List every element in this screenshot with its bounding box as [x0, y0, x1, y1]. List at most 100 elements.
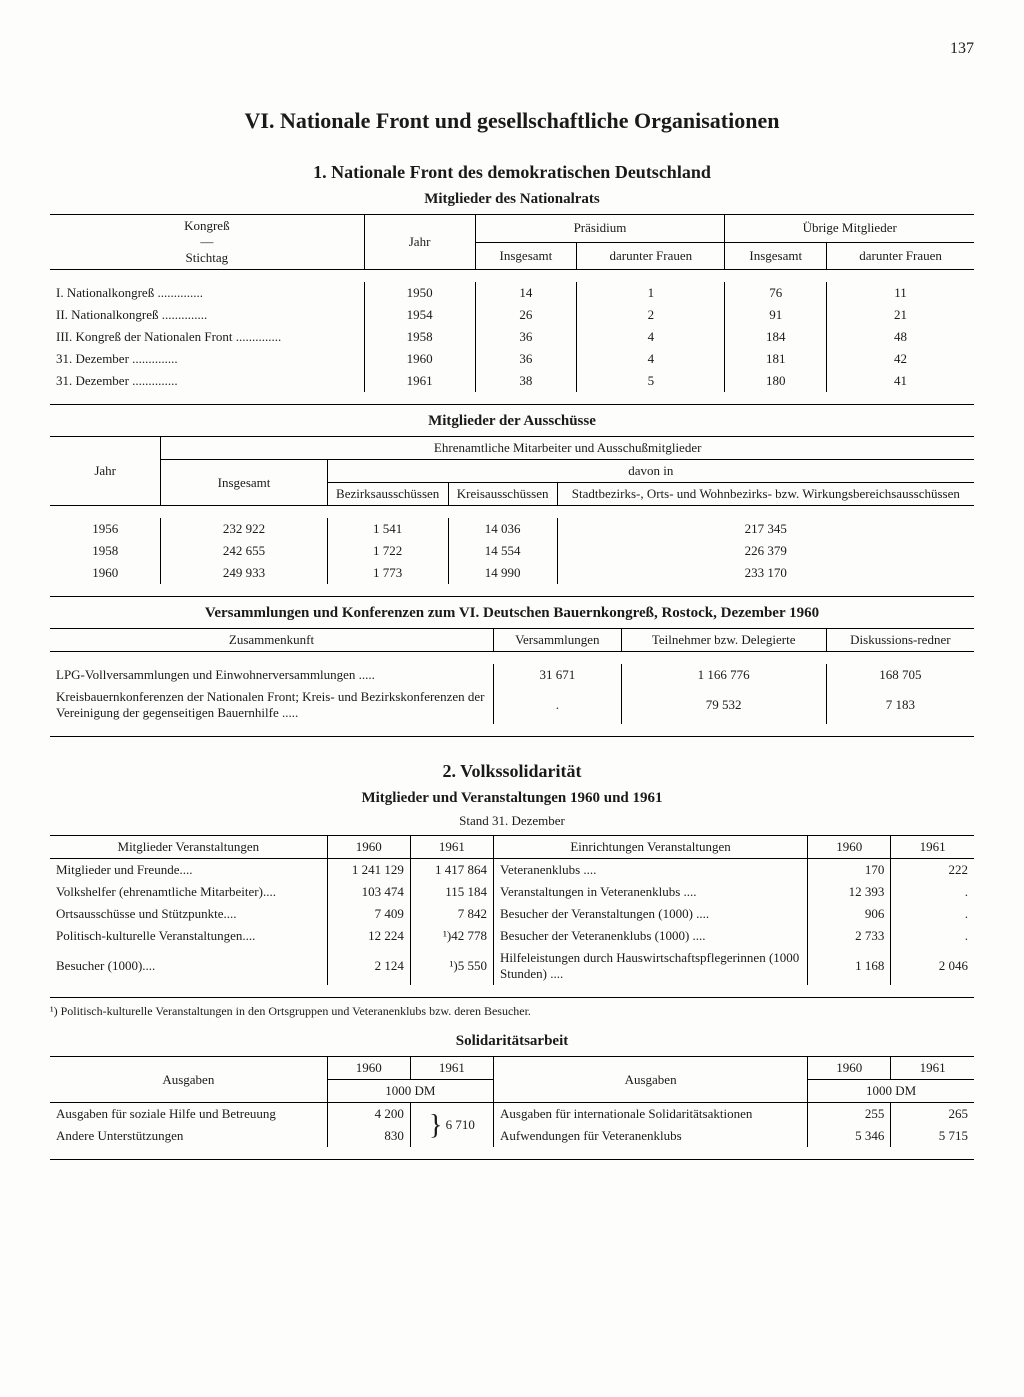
cell: 4	[577, 326, 725, 348]
cell: 1 722	[327, 540, 448, 562]
t3-title: Versammlungen und Konferenzen zum VI. De…	[50, 605, 974, 622]
sol-l1: Ausgaben für soziale Hilfe und Betreuung	[50, 1103, 327, 1126]
table-bauernkongress: Zusammenkunft Versammlungen Teilnehmer b…	[50, 628, 974, 737]
cell: 242 655	[161, 540, 327, 562]
table-nationalrat: Kongreß— Stichtag Jahr Präsidium Übrige …	[50, 214, 974, 405]
page-number: 137	[50, 40, 974, 58]
h-kongress: Kongreß	[184, 218, 230, 233]
cell: .	[494, 686, 622, 724]
table-row-label: II. Nationalkongreß ..............	[50, 304, 364, 326]
cell: 1961	[364, 370, 475, 392]
cell: 14 554	[448, 540, 557, 562]
t2-title: Mitglieder der Ausschüsse	[50, 413, 974, 430]
h3-c3: Teilnehmer bzw. Delegierte	[621, 629, 826, 652]
h2-top: Ehrenamtliche Mitarbeiter und Ausschußmi…	[161, 437, 974, 460]
cell: 103 474	[327, 881, 410, 903]
table-row-label: III. Kongreß der Nationalen Front ......…	[50, 326, 364, 348]
cell: 4	[577, 348, 725, 370]
s2h-left: Mitglieder Veranstaltungen	[50, 836, 327, 859]
cell: 1 241 129	[327, 859, 410, 882]
cell: 184	[725, 326, 827, 348]
cell: ¹)42 778	[410, 925, 493, 947]
cell: 41	[827, 370, 974, 392]
s2h-y2l: 1961	[410, 836, 493, 859]
h-jahr: Jahr	[364, 215, 475, 270]
cell: 2 124	[327, 947, 410, 985]
table-row-label: Veranstaltungen in Veteranenklubs ....	[494, 881, 808, 903]
h3-c1: Zusammenkunft	[50, 629, 494, 652]
cell: 249 933	[161, 562, 327, 584]
cell: 1958	[364, 326, 475, 348]
h-ins1: Insgesamt	[475, 242, 577, 270]
cell: 12 393	[808, 881, 891, 903]
cell: 7 842	[410, 903, 493, 925]
h-ins2: Insgesamt	[725, 242, 827, 270]
cell: .	[891, 925, 974, 947]
table-row-label: Mitglieder und Freunde....	[50, 859, 327, 882]
cell: 7 183	[826, 686, 974, 724]
section1-title: 1. Nationale Front des demokratischen De…	[50, 162, 974, 183]
h-dar1: darunter Frauen	[577, 242, 725, 270]
cell: 1 417 864	[410, 859, 493, 882]
cell: .	[891, 881, 974, 903]
table-row-label: Besucher (1000)....	[50, 947, 327, 985]
cell: 14	[475, 282, 577, 304]
cell: 91	[725, 304, 827, 326]
cell: 11	[827, 282, 974, 304]
footnote1: ¹) Politisch-kulturelle Veranstaltungen …	[50, 1004, 974, 1019]
cell: 180	[725, 370, 827, 392]
main-title: VI. Nationale Front und gesellschaftlich…	[50, 108, 974, 134]
s2t1-title: Mitglieder und Veranstaltungen 1960 und …	[50, 790, 974, 807]
section2-title: 2. Volkssolidarität	[50, 761, 974, 782]
s2t2-y1l: 1960	[327, 1057, 410, 1080]
h2-jahr: Jahr	[50, 437, 161, 506]
s2t2-h1: Ausgaben	[50, 1057, 327, 1103]
brace-val: 6 710	[446, 1117, 475, 1132]
h-dar2: darunter Frauen	[827, 242, 974, 270]
cell: .	[891, 903, 974, 925]
table-row-label: Hilfeleistungen durch Hauswirtschaftspfl…	[494, 947, 808, 985]
s2t1-sub: Stand 31. Dezember	[50, 813, 974, 829]
sol-l2a: 830	[327, 1125, 410, 1147]
cell: 906	[808, 903, 891, 925]
h2-ins: Insgesamt	[161, 460, 327, 506]
table-row-label: Besucher der Veteranenklubs (1000) ....	[494, 925, 808, 947]
sol-r1: Ausgaben für internationale Solidaritäts…	[494, 1103, 808, 1126]
cell: 1954	[364, 304, 475, 326]
cell: 36	[475, 326, 577, 348]
cell: 2 046	[891, 947, 974, 985]
sol-r1b: 265	[891, 1103, 974, 1126]
cell: 5	[577, 370, 725, 392]
cell: 233 170	[557, 562, 974, 584]
cell: 76	[725, 282, 827, 304]
s2h-y1l: 1960	[327, 836, 410, 859]
s2t2-y1r: 1960	[808, 1057, 891, 1080]
cell: 217 345	[557, 518, 974, 540]
sol-r2a: 5 346	[808, 1125, 891, 1147]
h-stichtag: Stichtag	[186, 250, 229, 265]
cell: 36	[475, 348, 577, 370]
brace-icon: }	[429, 1110, 442, 1141]
cell: 79 532	[621, 686, 826, 724]
cell: 2	[577, 304, 725, 326]
sol-l2: Andere Unterstützungen	[50, 1125, 327, 1147]
cell: 1956	[50, 518, 161, 540]
table-row-label: 31. Dezember ..............	[50, 370, 364, 392]
h3-c2: Versammlungen	[494, 629, 622, 652]
cell: 168 705	[826, 664, 974, 686]
cell: 2 733	[808, 925, 891, 947]
cell: 170	[808, 859, 891, 882]
s2t2-y2r: 1961	[891, 1057, 974, 1080]
table-row-label: Politisch-kulturelle Veranstaltungen....	[50, 925, 327, 947]
s2t2-y2l: 1961	[410, 1057, 493, 1080]
sol-r2: Aufwendungen für Veteranenklubs	[494, 1125, 808, 1147]
sol-r1a: 255	[808, 1103, 891, 1126]
table-volkssol: Mitglieder Veranstaltungen 1960 1961 Ein…	[50, 835, 974, 998]
cell: 1 773	[327, 562, 448, 584]
sol-r2b: 5 715	[891, 1125, 974, 1147]
table-row-label: I. Nationalkongreß ..............	[50, 282, 364, 304]
table-ausschuesse: Jahr Ehrenamtliche Mitarbeiter und Aussc…	[50, 436, 974, 597]
table-solidaritaet: Ausgaben 1960 1961 Ausgaben 1960 1961 10…	[50, 1056, 974, 1160]
cell: 115 184	[410, 881, 493, 903]
t1-title: Mitglieder des Nationalrats	[50, 191, 974, 208]
